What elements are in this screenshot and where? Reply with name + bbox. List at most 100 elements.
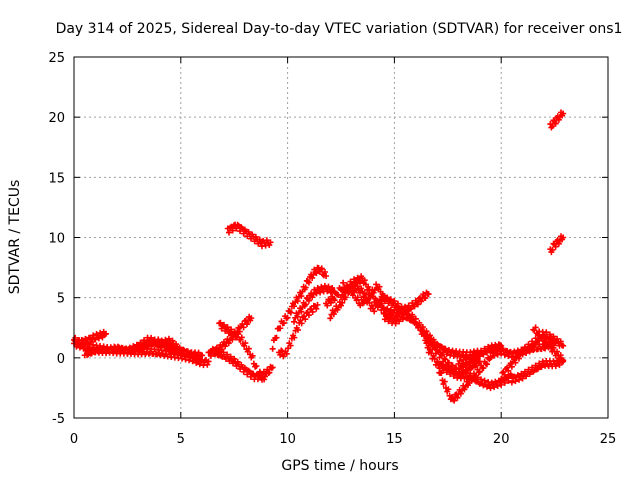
data-point <box>481 377 488 384</box>
data-point <box>329 284 336 291</box>
data-point <box>419 328 426 335</box>
data-point <box>314 301 321 308</box>
data-point <box>467 349 474 356</box>
data-point <box>351 276 358 283</box>
data-point <box>560 342 567 349</box>
data-point <box>501 379 508 386</box>
data-point <box>498 375 505 382</box>
data-point <box>152 341 159 348</box>
data-point <box>427 346 433 353</box>
data-point <box>298 308 305 315</box>
data-point <box>219 323 226 330</box>
data-point <box>512 359 519 366</box>
data-point <box>298 320 305 327</box>
data-point <box>546 340 553 347</box>
data-point <box>430 352 437 359</box>
data-point <box>392 320 399 327</box>
data-point <box>505 367 512 374</box>
y-tick-label: 20 <box>48 111 65 126</box>
data-point <box>411 303 418 310</box>
data-point <box>228 326 235 333</box>
x-tick-label: 15 <box>386 432 403 447</box>
data-point <box>533 338 540 345</box>
x-tick-label: 5 <box>177 432 185 447</box>
data-point <box>231 328 238 335</box>
data-point <box>204 361 211 368</box>
data-point <box>327 315 334 322</box>
data-point <box>224 351 231 358</box>
data-point <box>543 336 550 343</box>
data-point <box>267 239 274 246</box>
data-point <box>543 329 550 336</box>
data-point <box>298 293 305 300</box>
series-arc-g <box>209 345 276 383</box>
data-point <box>266 369 273 376</box>
data-point <box>302 316 309 323</box>
data-point <box>560 234 567 241</box>
data-point <box>186 353 193 360</box>
series-arc-i <box>269 264 330 352</box>
data-point <box>361 290 368 297</box>
x-tick-label: 0 <box>70 432 78 447</box>
data-point <box>494 351 501 358</box>
data-point <box>178 350 185 357</box>
data-point <box>405 307 412 314</box>
data-point <box>440 367 447 374</box>
data-point <box>358 285 365 292</box>
data-point <box>394 300 401 307</box>
data-point <box>287 309 294 316</box>
data-point <box>114 343 121 350</box>
data-point <box>508 379 515 386</box>
chart-title: Day 314 of 2025, Sidereal Day-to-day VTE… <box>56 21 623 37</box>
y-tick-label: 15 <box>48 171 65 186</box>
data-point <box>480 351 487 358</box>
data-point <box>519 375 526 382</box>
data-point <box>182 352 189 359</box>
data-point <box>512 378 519 385</box>
data-point <box>90 332 97 339</box>
data-point <box>536 360 543 367</box>
data-point <box>366 287 373 294</box>
x-tick-label: 25 <box>600 432 617 447</box>
data-point <box>117 349 124 356</box>
data-point <box>220 349 227 356</box>
data-point <box>294 326 301 333</box>
data-point <box>478 376 485 383</box>
data-point <box>487 353 494 360</box>
data-point <box>498 342 505 349</box>
data-point <box>269 364 276 371</box>
data-point <box>555 116 562 123</box>
data-point <box>84 340 91 347</box>
data-point <box>302 301 309 308</box>
data-point <box>317 289 324 296</box>
data-point <box>464 374 471 381</box>
data-point <box>205 358 212 365</box>
data-point <box>224 324 231 331</box>
data-point <box>384 312 391 319</box>
data-point <box>331 297 338 304</box>
data-point <box>499 346 506 353</box>
data-point <box>86 346 93 353</box>
data-point <box>443 369 450 376</box>
data-point <box>436 365 443 372</box>
data-point <box>330 311 337 318</box>
data-point <box>552 120 559 127</box>
data-point <box>498 350 505 357</box>
data-point <box>227 353 234 360</box>
data-point <box>391 298 398 305</box>
data-point <box>371 308 378 315</box>
data-point <box>532 362 539 369</box>
data-point <box>445 386 452 393</box>
data-point <box>318 265 325 272</box>
data-point <box>99 334 106 341</box>
data-point <box>550 333 557 340</box>
data-point <box>445 359 452 366</box>
data-point <box>313 270 320 277</box>
data-point <box>552 243 559 250</box>
data-point <box>443 351 450 358</box>
data-point <box>311 286 318 293</box>
data-point <box>468 358 475 365</box>
data-point <box>235 331 242 338</box>
data-point <box>519 351 526 358</box>
data-point <box>284 314 291 321</box>
